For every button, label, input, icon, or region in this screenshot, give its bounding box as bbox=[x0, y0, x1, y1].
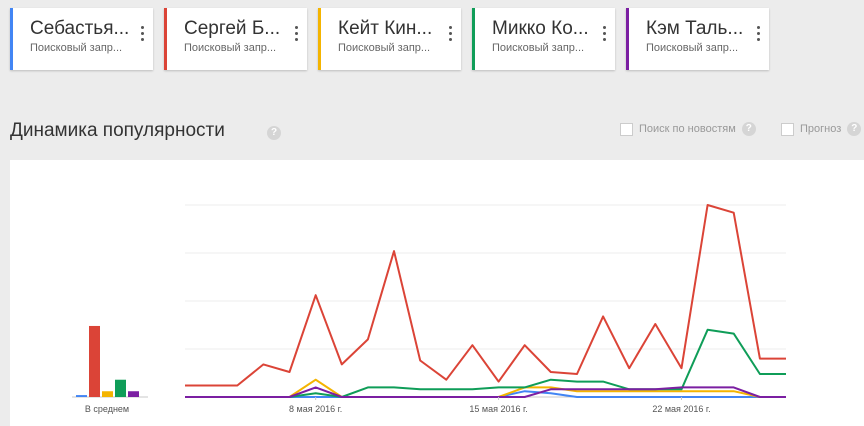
term-type: Поисковый запр... bbox=[184, 42, 277, 54]
trend-chart-panel: В среднем 8 мая 2016 г. 15 мая 2016 г. 22 м… bbox=[10, 160, 864, 426]
search-terms-bar: Себастья... Поисковый запр... Сергей Б..… bbox=[0, 0, 864, 70]
news-search-option[interactable]: Поиск по новостям? bbox=[620, 122, 756, 136]
average-bar bbox=[76, 395, 87, 397]
news-search-label: Поиск по новостям bbox=[639, 122, 736, 135]
term-card-5[interactable]: Кэм Таль... Поисковый запр... bbox=[626, 8, 769, 70]
average-bar bbox=[128, 391, 139, 397]
average-label: В среднем bbox=[85, 404, 129, 414]
more-options-icon[interactable] bbox=[141, 26, 145, 42]
news-search-checkbox[interactable] bbox=[620, 122, 633, 136]
section-title: Динамика популярности bbox=[10, 120, 225, 141]
x-tick-label: 15 мая 2016 г. bbox=[469, 404, 527, 414]
term-name: Сергей Б... bbox=[184, 18, 281, 39]
more-options-icon[interactable] bbox=[603, 26, 607, 42]
x-tick-label: 8 мая 2016 г. bbox=[289, 404, 342, 414]
term-card-2[interactable]: Сергей Б... Поисковый запр... bbox=[164, 8, 307, 70]
forecast-option[interactable]: Прогноз? bbox=[781, 122, 862, 136]
forecast-checkbox[interactable] bbox=[781, 122, 794, 136]
term-type: Поисковый запр... bbox=[492, 42, 585, 54]
term-name: Кэм Таль... bbox=[646, 18, 744, 39]
term-type: Поисковый запр... bbox=[338, 42, 431, 54]
term-card-3[interactable]: Кейт Кин... Поисковый запр... bbox=[318, 8, 461, 70]
help-icon[interactable]: ? bbox=[847, 122, 862, 136]
term-card-4[interactable]: Микко Ко... Поисковый запр... bbox=[472, 8, 615, 70]
term-name: Кейт Кин... bbox=[338, 18, 433, 39]
series-line bbox=[185, 386, 786, 398]
forecast-label: Прогноз bbox=[800, 122, 842, 135]
help-icon[interactable]: ? bbox=[267, 126, 281, 140]
average-bar bbox=[115, 379, 126, 397]
average-bar bbox=[102, 391, 113, 397]
more-options-icon[interactable] bbox=[295, 26, 299, 42]
average-bar bbox=[89, 325, 100, 397]
term-type: Поисковый запр... bbox=[646, 42, 739, 54]
help-icon[interactable]: ? bbox=[741, 122, 756, 136]
x-tick-label: 22 мая 2016 г. bbox=[652, 404, 710, 414]
more-options-icon[interactable] bbox=[757, 26, 761, 42]
series-line bbox=[185, 204, 786, 387]
more-options-icon[interactable] bbox=[449, 26, 453, 42]
term-card-1[interactable]: Себастья... Поисковый запр... bbox=[10, 8, 153, 70]
term-name: Себастья... bbox=[30, 18, 130, 39]
term-type: Поисковый запр... bbox=[30, 42, 123, 54]
term-name: Микко Ко... bbox=[492, 18, 589, 39]
trend-chart: В среднем 8 мая 2016 г. 15 мая 2016 г. 22 м… bbox=[72, 204, 786, 414]
